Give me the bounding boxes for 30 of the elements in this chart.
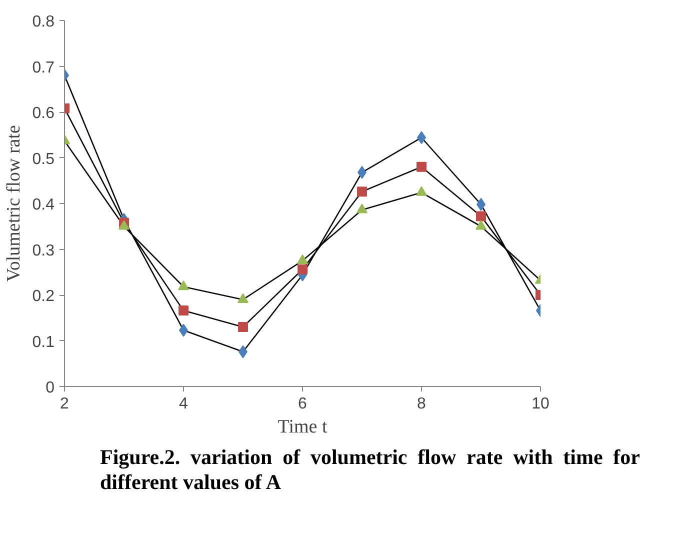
point (416, 186, 427, 196)
y-tick-label: 0 (46, 380, 55, 396)
point (357, 186, 367, 197)
x-tick-label: 10 (532, 396, 550, 412)
point (476, 211, 486, 222)
point (416, 162, 426, 172)
text: Figure.2. variation of volumetric flow rate with time for different values of A (100, 445, 640, 496)
point (118, 220, 130, 230)
y-tick-label: 0.3 (32, 242, 55, 260)
point (238, 322, 248, 332)
y-tick-label: 0.5 (32, 150, 55, 168)
y-tick-label: 0.1 (32, 334, 55, 351)
point (178, 280, 189, 290)
y-tick-label: 0.8 (32, 14, 55, 30)
x-axis-title: Time t (278, 416, 328, 438)
x-tick-label: 8 (417, 396, 426, 412)
point (238, 293, 248, 303)
y-tick-label: 0.4 (32, 196, 55, 214)
point (297, 254, 308, 264)
x-tick-label: 6 (298, 396, 308, 412)
point (298, 264, 308, 274)
point (476, 220, 486, 230)
x-tick-label: 2 (60, 396, 70, 412)
x-tick-label: 4 (179, 396, 188, 412)
point (178, 306, 188, 316)
y-tick-label: 0.2 (32, 288, 55, 305)
y-tick-label: 0.7 (32, 59, 55, 76)
point (356, 204, 368, 214)
y-axis-title: Volumetric flow rate (3, 125, 24, 282)
y-tick-label: 0.6 (32, 105, 55, 122)
